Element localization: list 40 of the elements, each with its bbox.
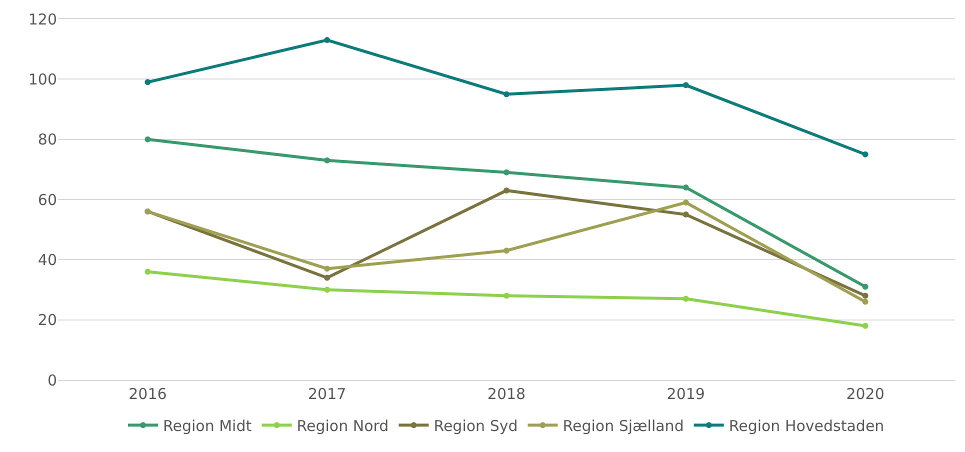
x-tick-label: 2018 [487,385,526,403]
y-tick-label: 80 [38,130,57,149]
y-tick-label: 40 [38,250,57,269]
legend-label: Region Hovedstaden [728,416,884,435]
point [324,274,330,281]
legend-label: Region Midt [163,416,252,435]
point [504,292,510,299]
legend-label: Region Sjælland [562,416,684,435]
point [682,184,689,190]
legend-label: Region Nord [296,416,389,435]
point [324,157,330,164]
point [324,37,330,44]
point [862,151,868,158]
point [144,136,151,142]
legend-label: Region Syd [434,416,518,435]
point [862,322,868,329]
point [504,248,510,254]
y-tick-label: 120 [28,10,57,28]
point [682,82,689,88]
x-tick-label: 2019 [666,385,705,403]
y-tick-label: 20 [38,311,57,330]
point [682,296,689,302]
point [682,200,689,206]
point [324,266,330,272]
point [504,169,510,176]
x-tick-label: 2017 [308,385,346,403]
point [144,268,151,275]
y-tick-label: 60 [38,190,57,209]
y-tick-label: 100 [28,70,57,88]
point [682,212,689,218]
x-tick-label: 2016 [128,385,167,403]
point [324,286,330,293]
point [862,284,868,290]
point [504,187,510,194]
y-tick-label: 0 [47,371,57,390]
point [862,298,868,305]
x-tick-label: 2020 [846,385,884,403]
point [862,292,868,299]
point [504,91,510,98]
point [144,79,151,86]
